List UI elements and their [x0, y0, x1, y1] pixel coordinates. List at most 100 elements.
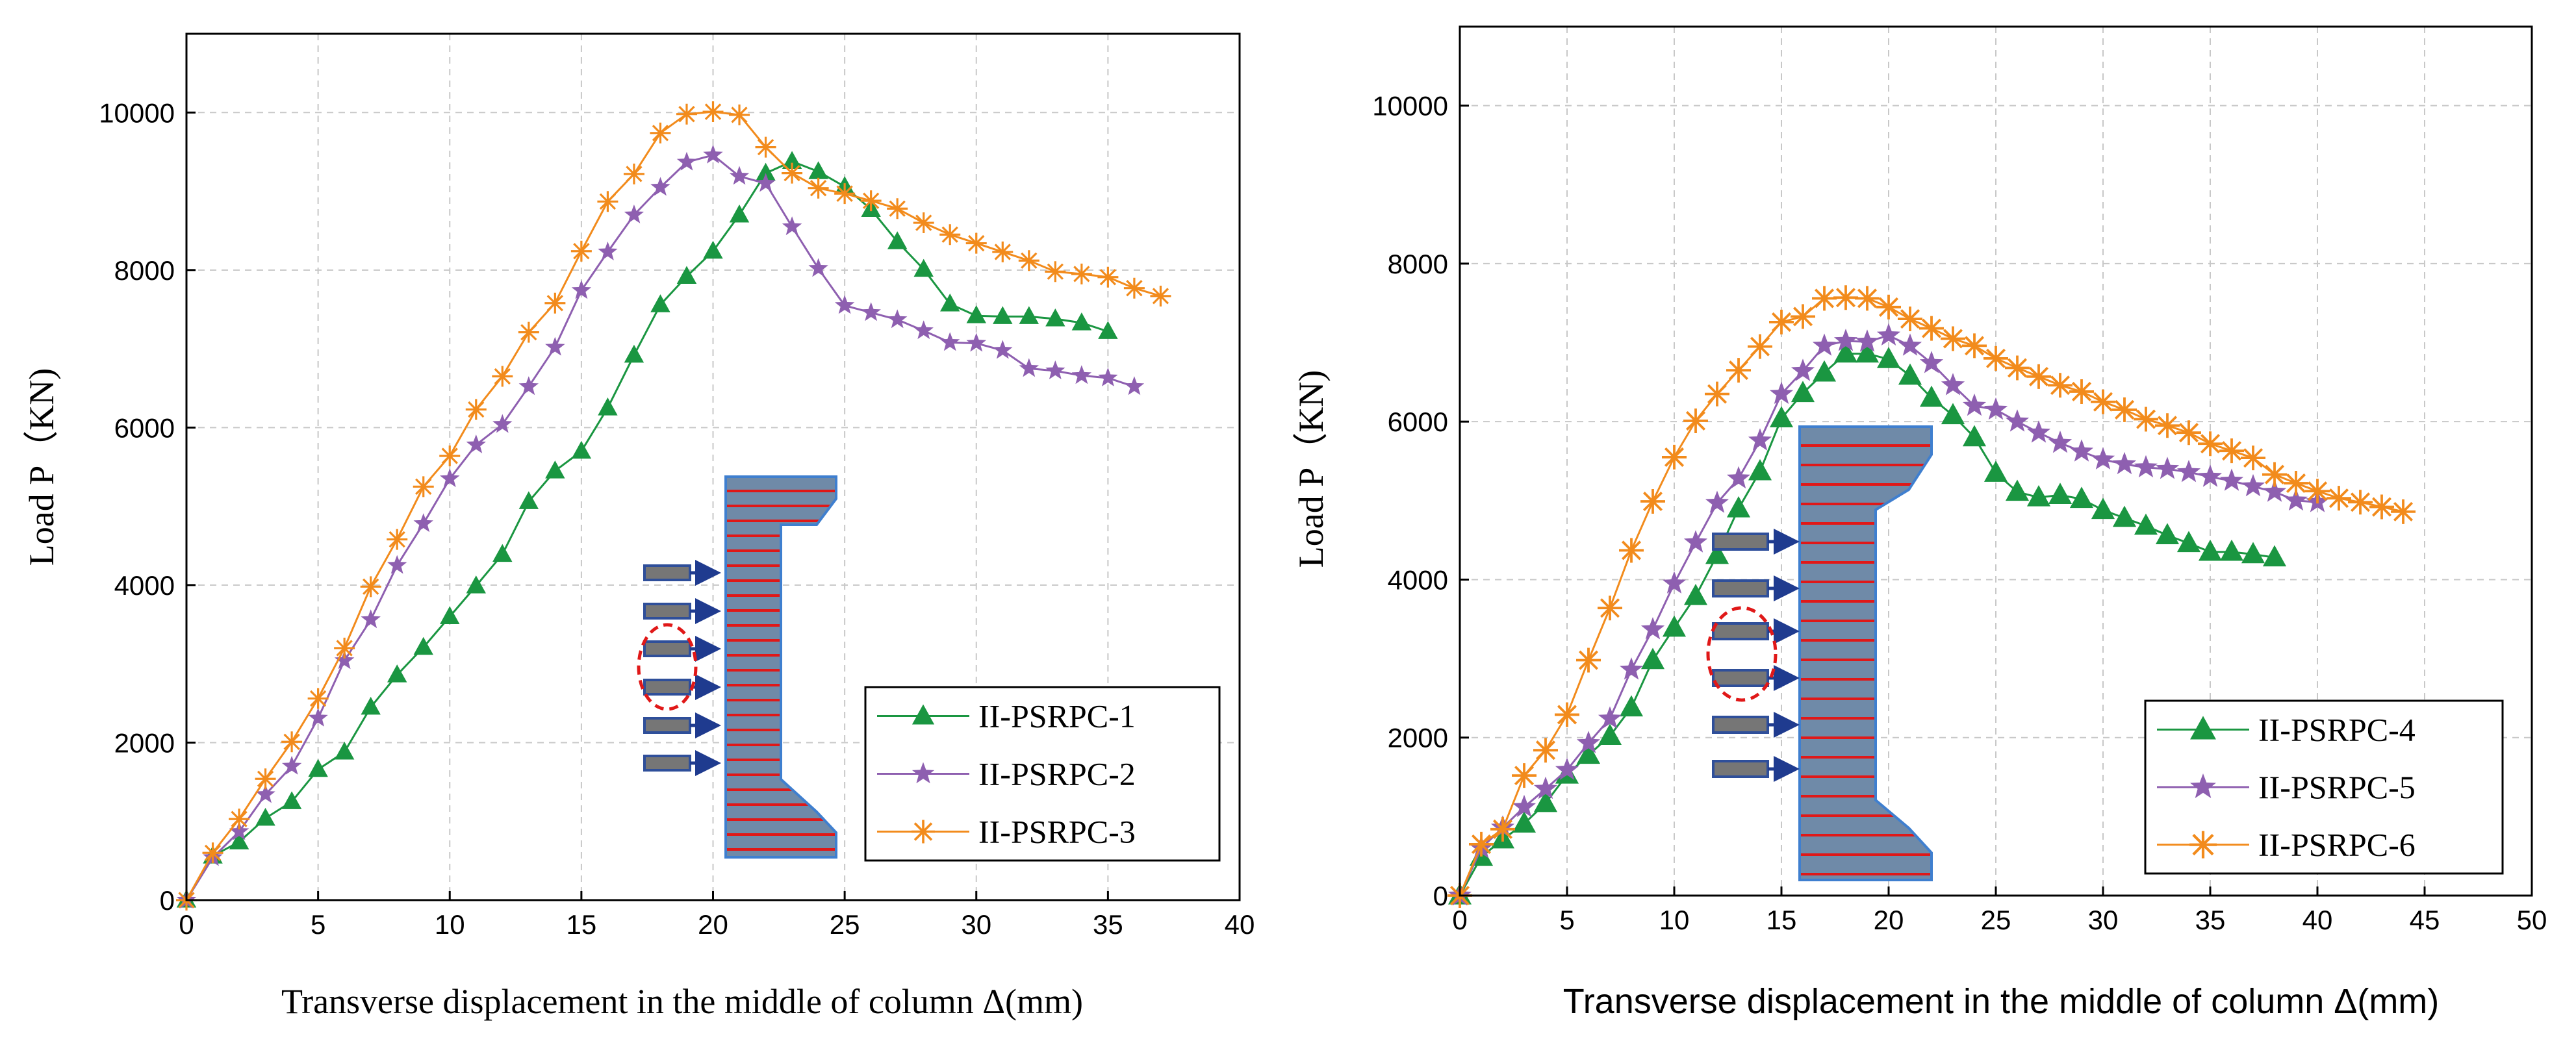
data-point — [939, 224, 961, 245]
ticks-right: 0 5 10 15 20 25 30 35 40 45 50 0 2000 4000 6000 8000 100… — [1372, 91, 2547, 935]
column-schematic-right — [1706, 425, 1933, 881]
series-II-PSRPC-6 — [1447, 285, 2416, 908]
data-point — [755, 136, 776, 158]
data-point — [2391, 499, 2416, 524]
data-point — [2327, 486, 2351, 511]
data-point — [2069, 439, 2094, 462]
data-point — [1662, 444, 1687, 470]
data-point — [387, 555, 407, 574]
data-point — [861, 302, 881, 321]
data-point — [2155, 413, 2180, 438]
data-point — [1097, 266, 1119, 288]
data-point — [1683, 530, 1708, 553]
data-point — [1898, 307, 1922, 332]
data-point — [1045, 261, 1066, 283]
data-point — [518, 376, 539, 396]
data-point — [650, 294, 670, 312]
data-point — [2005, 409, 2030, 432]
data-point — [2219, 438, 2244, 464]
y-axis-title-left: Load P（KN) — [22, 368, 61, 566]
data-point — [650, 122, 671, 144]
data-point — [1833, 285, 1858, 310]
data-point — [2262, 545, 2287, 567]
data-point — [624, 204, 644, 223]
data-point — [413, 636, 433, 655]
data-point — [466, 575, 486, 594]
data-point — [1576, 647, 1601, 673]
legend-label: II-PSRPC-2 — [978, 756, 1136, 792]
data-point — [413, 476, 434, 497]
data-point — [834, 183, 856, 205]
data-point — [255, 768, 276, 790]
data-point — [1876, 347, 1901, 368]
data-point — [1748, 428, 1772, 451]
data-point — [440, 468, 460, 488]
data-point — [808, 161, 828, 179]
data-point — [1619, 538, 1644, 563]
data-point — [465, 399, 487, 420]
data-point — [887, 231, 908, 249]
data-point — [570, 240, 592, 262]
data-point — [2112, 505, 2137, 527]
data-point — [912, 762, 935, 784]
load-block — [1712, 716, 1769, 734]
data-point — [1683, 583, 1708, 605]
data-point — [1576, 731, 1601, 753]
data-point — [676, 103, 697, 125]
data-point — [782, 162, 803, 184]
data-point — [1490, 816, 1515, 842]
data-point — [1791, 304, 1815, 329]
x-tick-label: 25 — [1981, 905, 2011, 935]
data-point — [2241, 542, 2265, 564]
data-point — [2176, 420, 2201, 446]
x-tick-label: 50 — [2517, 905, 2547, 935]
data-point — [1098, 368, 1118, 386]
load-block — [1712, 533, 1769, 551]
load-block — [1712, 669, 1769, 687]
data-point — [2026, 484, 2051, 507]
data-point — [492, 414, 513, 433]
data-point — [624, 344, 644, 363]
data-point — [492, 366, 513, 387]
column-cross-section — [724, 475, 837, 859]
y-tick-label: 2000 — [114, 727, 175, 758]
data-point — [2134, 407, 2158, 432]
data-point — [993, 306, 1013, 324]
x-tick-label: 15 — [567, 909, 597, 940]
series-II-PSRPC-2 — [176, 144, 1145, 909]
legend-right: II-PSRPC-4 II-PSRPC-5 II-PSRPC-6 — [2144, 699, 2504, 875]
data-point — [2219, 468, 2244, 491]
x-tick-label: 5 — [1559, 905, 1574, 935]
x-tick-label: 45 — [2410, 905, 2440, 935]
data-point — [1555, 757, 1579, 780]
data-point — [1919, 316, 1944, 341]
data-point — [229, 821, 249, 840]
data-point — [544, 292, 566, 314]
data-point — [1962, 393, 1987, 416]
data-point — [2069, 379, 2094, 404]
data-point — [1833, 341, 1858, 363]
data-point — [2176, 531, 2201, 553]
data-point — [1071, 263, 1092, 284]
column-cross-section — [1798, 425, 1933, 881]
data-point — [255, 807, 275, 826]
data-point — [1919, 385, 1944, 407]
data-point — [1640, 647, 1665, 670]
data-point — [2190, 773, 2216, 798]
data-point — [1662, 571, 1687, 594]
data-point — [2155, 523, 2180, 545]
data-point — [308, 759, 328, 777]
data-point — [2048, 483, 2072, 504]
data-point — [1919, 351, 1944, 373]
data-point — [966, 305, 986, 323]
data-point — [2005, 479, 2030, 501]
legend-label: II-PSRPC-5 — [2258, 769, 2416, 805]
data-point — [1748, 459, 1772, 481]
highlight-circle — [1706, 606, 1778, 702]
load-block — [643, 564, 691, 581]
x-tick-label: 15 — [1766, 905, 1797, 935]
data-point — [1705, 381, 1729, 407]
y-axis-title-right: Load P（KN) — [1292, 370, 1331, 568]
data-point — [466, 434, 486, 453]
data-point — [887, 198, 908, 220]
